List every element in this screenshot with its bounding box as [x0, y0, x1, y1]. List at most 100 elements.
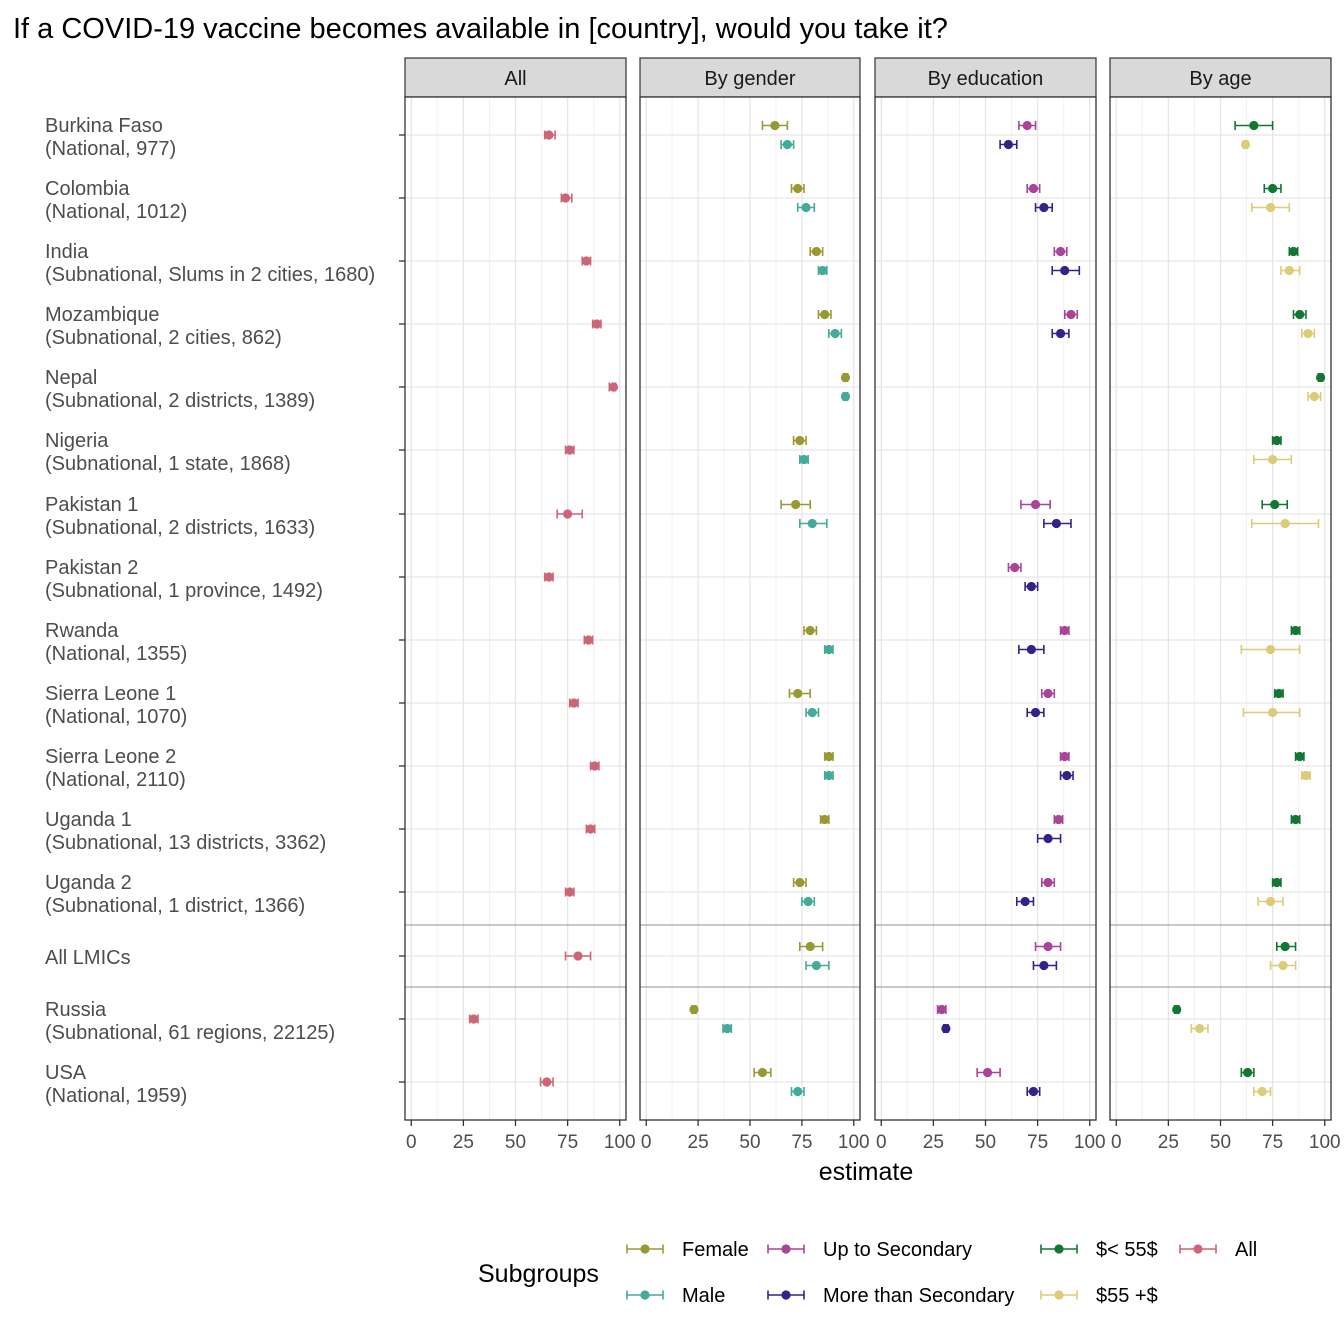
data-point — [1043, 518, 1072, 529]
legend-label: Female — [682, 1239, 749, 1261]
x-tick-label: 100 — [604, 1132, 636, 1153]
data-point — [1051, 328, 1070, 339]
x-tick-label: 0 — [1111, 1132, 1122, 1153]
point-marker — [1288, 246, 1299, 257]
data-point — [1018, 644, 1045, 655]
point-marker — [805, 625, 815, 636]
data-point — [936, 1004, 947, 1015]
point-marker — [1274, 688, 1284, 699]
point-marker — [820, 309, 830, 320]
point-marker — [1309, 391, 1319, 402]
point-marker — [1172, 1004, 1182, 1015]
legend-key-marker — [640, 1244, 650, 1254]
data-point — [1024, 581, 1039, 592]
point-marker — [581, 256, 591, 266]
x-tick-label: 50 — [1210, 1132, 1231, 1153]
x-tick-label: 50 — [505, 1132, 526, 1153]
point-marker — [560, 193, 571, 203]
data-point — [761, 120, 789, 131]
data-point — [1292, 309, 1307, 320]
legend-item-all: All — [1179, 1239, 1257, 1261]
data-point — [560, 193, 573, 203]
y-tick-label-detail: (Subnational, 1 province, 1492) — [45, 580, 323, 602]
data-point — [796, 202, 816, 213]
data-point — [799, 518, 828, 529]
point-marker — [801, 202, 811, 213]
point-marker — [793, 688, 803, 699]
x-tick-label: 25 — [923, 1132, 944, 1153]
point-marker — [795, 877, 805, 888]
point-marker — [811, 246, 822, 257]
point-marker — [795, 435, 805, 446]
data-point — [1059, 751, 1070, 762]
data-point — [1053, 814, 1064, 825]
y-tick-label: Pakistan 2 — [45, 557, 138, 579]
point-marker — [1268, 454, 1278, 465]
y-tick-label-detail: (Subnational, 13 districts, 3362) — [45, 832, 326, 854]
y-tick-label-detail: (Subnational, 1 state, 1868) — [45, 453, 291, 475]
panel-by-gender: 0 25 50 75 100 — [639, 96, 870, 1153]
point-marker — [791, 499, 801, 510]
data-point — [840, 391, 851, 402]
data-point — [1301, 770, 1311, 781]
point-marker — [722, 1023, 732, 1034]
data-point — [799, 454, 809, 465]
data-point — [1059, 770, 1074, 781]
point-marker — [1010, 562, 1020, 573]
y-tick-label: USA — [45, 1062, 87, 1084]
point-marker — [824, 644, 834, 655]
point-marker — [1290, 814, 1301, 825]
point-marker — [1268, 183, 1278, 194]
point-marker — [1062, 770, 1072, 781]
point-marker — [1043, 833, 1053, 844]
point-marker — [1272, 435, 1282, 446]
chart-title: If a COVID-19 vaccine becomes available … — [13, 13, 948, 45]
point-marker — [1060, 265, 1070, 276]
data-point — [468, 1014, 479, 1024]
data-point — [1250, 202, 1291, 213]
point-marker — [1043, 941, 1053, 952]
data-point — [780, 139, 795, 150]
y-tick-label-detail: (National, 1070) — [45, 706, 187, 728]
data-point — [799, 941, 824, 952]
data-point — [1301, 328, 1316, 339]
point-marker — [592, 319, 602, 329]
point-marker — [1028, 183, 1039, 194]
x-tick-label: 75 — [1027, 1132, 1048, 1153]
data-point — [564, 887, 575, 897]
y-tick-label-detail: (Subnational, Slums in 2 cities, 1680) — [45, 264, 375, 286]
data-point — [1294, 751, 1305, 762]
data-point — [1007, 562, 1022, 573]
data-point — [1253, 454, 1293, 465]
point-marker — [583, 635, 594, 645]
y-tick-label: Colombia — [45, 178, 130, 200]
y-tick-label-detail: (National, 1355) — [45, 643, 187, 665]
data-point — [539, 1077, 554, 1087]
facet-strip-label: All — [504, 68, 526, 90]
point-marker — [1295, 751, 1305, 762]
data-point — [788, 688, 811, 699]
data-point — [1172, 1004, 1182, 1015]
y-tick-label: Uganda 2 — [45, 872, 132, 894]
point-marker — [1043, 877, 1053, 888]
data-point — [792, 877, 807, 888]
data-point — [1307, 391, 1322, 402]
data-point — [1053, 246, 1068, 257]
data-point — [828, 328, 843, 339]
data-point — [1271, 435, 1282, 446]
data-point — [1020, 499, 1051, 510]
y-tick-label-detail: (Subnational, 2 districts, 1389) — [45, 390, 315, 412]
data-point — [803, 625, 818, 636]
data-point — [1015, 896, 1035, 907]
point-marker — [1280, 941, 1290, 952]
data-point — [1026, 707, 1045, 718]
data-point — [1275, 941, 1297, 952]
point-marker — [1284, 265, 1294, 276]
legend-item-more-than-secondary: More than Secondary — [767, 1285, 1014, 1307]
point-marker — [782, 139, 792, 150]
legend-key-marker — [1193, 1244, 1203, 1254]
x-axis-title: estimate — [819, 1158, 913, 1186]
panel-by-age: 0 25 50 75 100 — [1109, 96, 1341, 1153]
legend-label: All — [1235, 1239, 1257, 1261]
data-point — [823, 770, 834, 781]
